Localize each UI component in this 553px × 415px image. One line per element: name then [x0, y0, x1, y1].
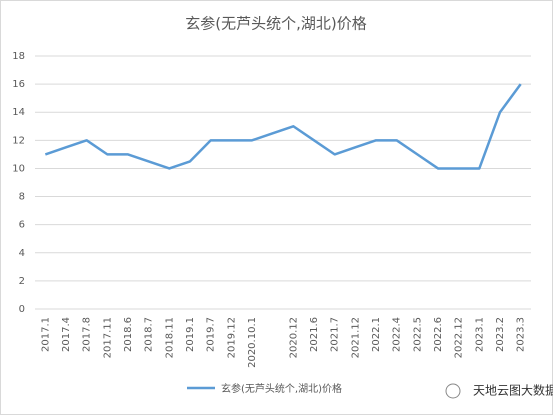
y-tick-label: 10	[12, 163, 25, 174]
x-tick-label: 2018.6	[123, 317, 134, 352]
x-tick-label: 2018.7	[144, 317, 155, 352]
y-tick-label: 16	[12, 79, 25, 90]
watermark: 天地云图大数据	[473, 383, 553, 398]
x-tick-label: 2021.6	[309, 317, 320, 352]
watermark-icon	[445, 383, 461, 399]
x-tick-label: 2017.1	[40, 317, 51, 352]
x-tick-label: 2017.8	[82, 317, 93, 352]
x-tick-label: 2019.7	[206, 317, 217, 352]
x-tick-label: 2022.5	[412, 317, 423, 352]
y-tick-label: 14	[12, 107, 25, 118]
y-tick-label: 6	[19, 220, 25, 231]
x-tick-label: 2019.12	[226, 317, 237, 358]
x-tick-label: 2023.1	[474, 317, 485, 352]
x-tick-label: 2022.6	[433, 317, 444, 352]
x-tick-label: 2017.11	[102, 317, 113, 358]
y-tick-label: 4	[19, 248, 25, 259]
x-tick-label: 2021.12	[350, 317, 361, 358]
x-tick-label: 2020.12	[288, 317, 299, 358]
x-tick-label: 2020.10.1	[247, 317, 258, 368]
x-tick-label: 2022.1	[371, 317, 382, 352]
line	[44, 83, 522, 170]
x-tick-label: 2017.4	[61, 317, 72, 352]
x-tick-label: 2018.11	[164, 317, 175, 358]
chart-title: 玄参(无芦头统个,湖北)价格	[185, 15, 366, 33]
x-tick-label: 2022.4	[392, 317, 403, 352]
x-tick-label: 2023.3	[516, 317, 527, 352]
y-tick-label: 8	[19, 192, 25, 203]
y-tick-label: 18	[12, 51, 25, 62]
x-tick-label: 2019.1	[185, 317, 196, 352]
y-tick-label: 12	[12, 135, 25, 146]
x-tick-label: 2022.12	[454, 317, 465, 358]
y-tick-label: 0	[19, 304, 25, 315]
legend-label: 玄参(无芦头统个,湖北)价格	[221, 382, 342, 395]
y-tick-label: 2	[19, 276, 25, 287]
x-tick-label: 2021.7	[330, 317, 341, 352]
x-tick-label: 2023.2	[495, 317, 506, 352]
